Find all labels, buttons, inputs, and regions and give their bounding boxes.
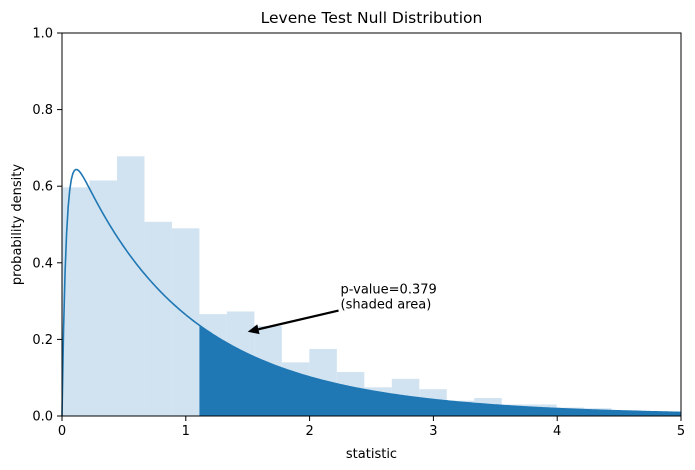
- density-curve: [61, 168, 682, 417]
- histogram-bar-3: [144, 221, 172, 416]
- plot-frame: [61, 32, 682, 417]
- chart-title: Levene Test Null Distribution: [261, 9, 483, 27]
- x-axis-label: statistic: [346, 447, 397, 462]
- x-axis-ticks: 0 1 2 3 4 5: [58, 416, 685, 439]
- x-tick-label: 5: [677, 424, 685, 439]
- y-tick-label: 0.6: [32, 180, 53, 195]
- y-axis-label: probability density: [10, 164, 25, 285]
- y-tick-label: 0.2: [32, 333, 53, 348]
- annotation-arrow-shaft: [258, 309, 339, 331]
- y-axis-ticks: 0.0 0.2 0.4 0.6 0.8 1.0: [32, 27, 62, 425]
- annotation-text-line: (shaded area): [341, 298, 432, 313]
- annotation-arrow-head: [247, 324, 260, 335]
- x-tick-label: 0: [58, 424, 66, 439]
- x-tick-label: 2: [305, 424, 313, 439]
- x-tick-label: 4: [553, 424, 561, 439]
- p-value-annotation: p-value=0.379(shaded area): [247, 283, 437, 335]
- y-tick-label: 0.4: [32, 256, 53, 271]
- y-tick-label: 0.8: [32, 103, 53, 118]
- shaded-p-value-area: [199, 325, 682, 416]
- y-tick-label: 1.0: [32, 27, 53, 42]
- histogram-bar-0: [62, 187, 90, 416]
- annotation-text-line: p-value=0.379: [341, 283, 437, 298]
- x-tick-label: 1: [182, 424, 190, 439]
- histogram-bar-1: [89, 180, 117, 416]
- y-tick-label: 0.0: [32, 410, 53, 425]
- histogram-bar-2: [116, 156, 145, 417]
- x-tick-label: 3: [429, 424, 437, 439]
